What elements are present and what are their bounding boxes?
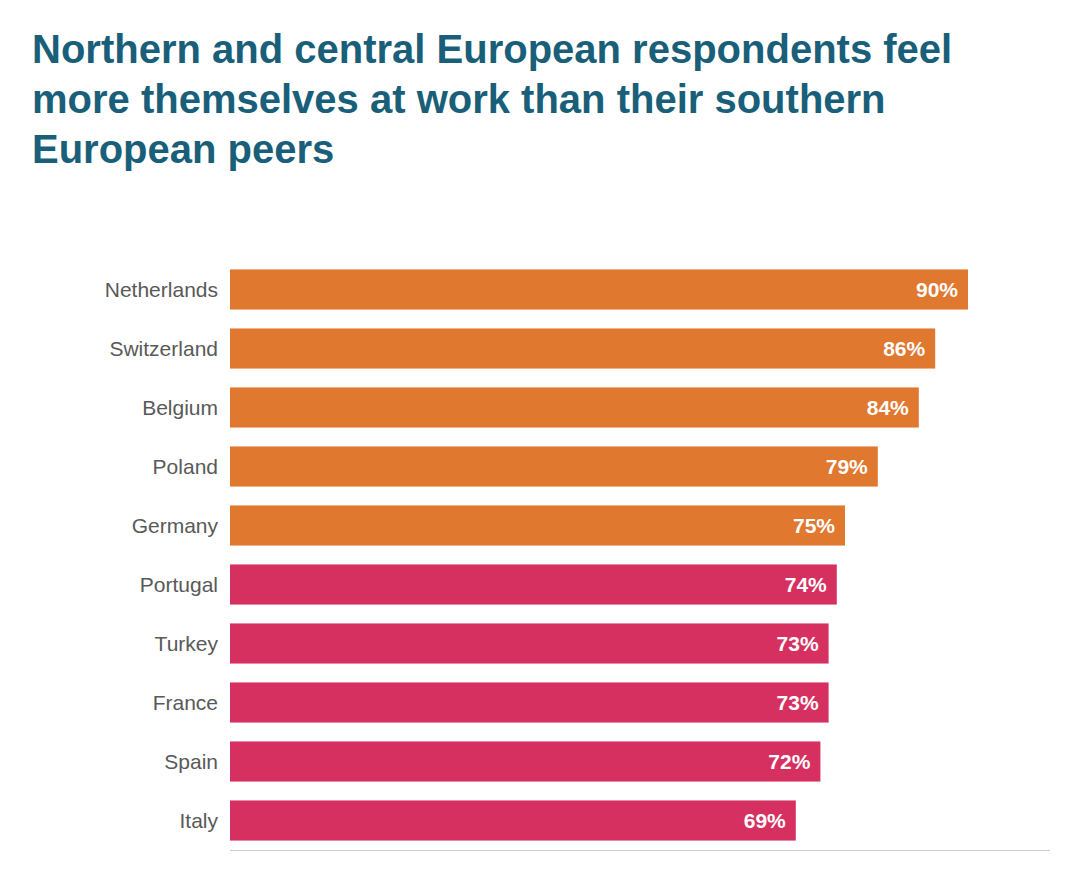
data-label: 90%: [916, 278, 958, 301]
data-label: 73%: [777, 632, 819, 655]
data-label: 74%: [785, 573, 827, 596]
x-axis-line: [230, 850, 1050, 851]
category-label: Turkey: [155, 632, 219, 655]
chart-svg: 90% Netherlands 86% Switzerland 84% Belgium 79…: [0, 250, 1080, 880]
category-label: Netherlands: [105, 278, 218, 301]
bar: [230, 800, 796, 840]
labels: 90% Netherlands 86% Switzerland 84% Belgium 79…: [105, 278, 959, 832]
data-label: 79%: [826, 455, 868, 478]
category-label: Germany: [132, 514, 219, 537]
bar: [230, 682, 829, 722]
category-label: Poland: [153, 455, 218, 478]
data-label: 86%: [883, 337, 925, 360]
data-label: 75%: [793, 514, 835, 537]
bars: [230, 269, 968, 840]
data-label: 69%: [744, 809, 786, 832]
bar: [230, 623, 829, 663]
data-label: 72%: [768, 750, 810, 773]
chart-title: Northern and central European respondent…: [32, 24, 1032, 174]
category-label: Switzerland: [109, 337, 218, 360]
category-label: France: [153, 691, 218, 714]
bar: [230, 387, 919, 427]
bar: [230, 269, 968, 309]
category-label: Portugal: [140, 573, 218, 596]
category-label: Italy: [179, 809, 218, 832]
bar: [230, 328, 935, 368]
data-label: 73%: [777, 691, 819, 714]
bar: [230, 564, 837, 604]
category-label: Belgium: [142, 396, 218, 419]
bar: [230, 446, 878, 486]
bar: [230, 505, 845, 545]
category-label: Spain: [164, 750, 218, 773]
data-label: 84%: [867, 396, 909, 419]
bar: [230, 741, 820, 781]
